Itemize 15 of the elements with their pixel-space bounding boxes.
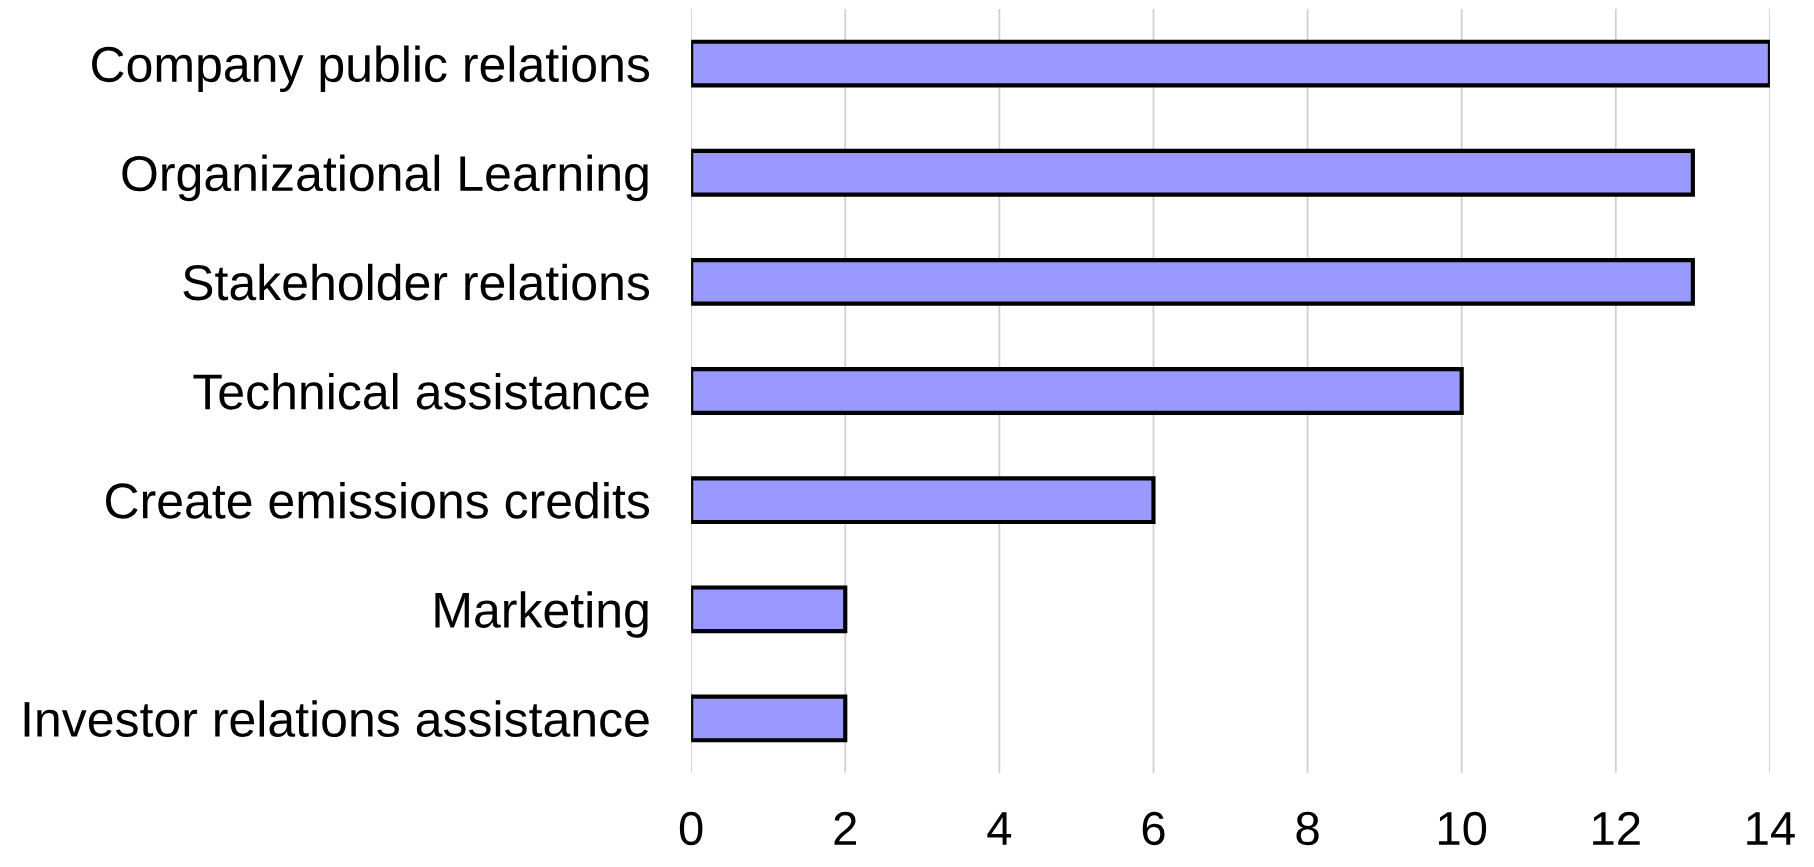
x-tick-label: 4 (987, 812, 1012, 845)
x-tick-label: 14 (1747, 812, 1795, 845)
x-tick-label: 8 (1296, 811, 1319, 846)
x-tick-label: 10 (1439, 811, 1487, 846)
x-tick-label: 0 (679, 811, 703, 846)
x-tick-label: 2 (834, 811, 857, 845)
y-tick-label: Investor relations assistance (24, 700, 649, 738)
y-tick-label: Technical assistance (193, 372, 649, 410)
y-tick-label: Marketing (435, 591, 648, 638)
y-tick-label: Stakeholder relations (183, 263, 650, 301)
y-tick-label: Organizational Learning (122, 154, 648, 202)
y-tick-label: Company public relations (92, 45, 650, 93)
x-tick-label: 12 (1593, 811, 1640, 845)
y-tick-label: Create emissions credits (106, 482, 650, 519)
x-tick-label: 6 (1142, 811, 1165, 846)
